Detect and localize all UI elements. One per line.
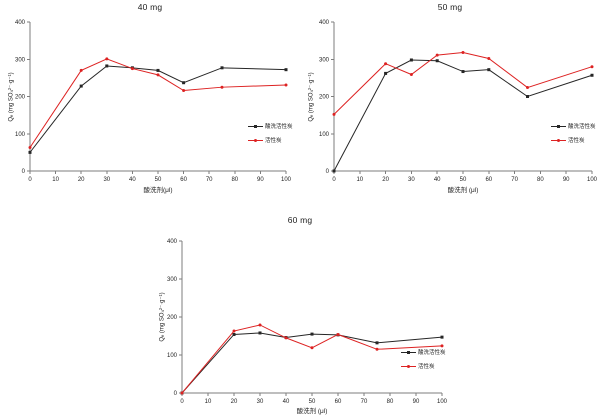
svg-text:100: 100 — [281, 177, 292, 183]
legend-item: 酸洗活性炭 — [248, 122, 293, 130]
svg-text:20: 20 — [382, 177, 389, 183]
svg-text:0: 0 — [180, 399, 184, 405]
svg-text:60: 60 — [485, 177, 492, 183]
svg-text:90: 90 — [257, 177, 264, 183]
svg-text:0: 0 — [174, 391, 178, 397]
svg-text:70: 70 — [206, 177, 213, 183]
svg-text:400: 400 — [15, 20, 26, 26]
svg-text:0: 0 — [332, 177, 336, 183]
legend-label: 活性炭 — [265, 138, 282, 144]
legend: 酸洗活性炭 活性炭 — [551, 122, 596, 144]
svg-text:30: 30 — [408, 177, 415, 183]
x-axis-label: 酸洗剂 (μl) — [447, 187, 479, 194]
svg-text:60: 60 — [335, 399, 342, 405]
svg-text:10: 10 — [356, 177, 363, 183]
series-line-marker-icon — [551, 137, 566, 144]
svg-text:40: 40 — [129, 177, 136, 183]
svg-text:40: 40 — [434, 177, 441, 183]
svg-text:100: 100 — [437, 399, 448, 405]
legend-label: 酸洗活性炭 — [265, 124, 293, 130]
svg-text:0: 0 — [22, 169, 26, 175]
svg-text:50: 50 — [155, 177, 162, 183]
legend: 酸洗活性炭 活性炭 — [401, 348, 446, 370]
svg-text:300: 300 — [15, 57, 26, 63]
svg-text:30: 30 — [103, 177, 110, 183]
legend-item: 酸洗活性炭 — [401, 348, 446, 356]
svg-text:80: 80 — [537, 177, 544, 183]
svg-text:90: 90 — [413, 399, 420, 405]
svg-text:200: 200 — [167, 315, 178, 321]
chart-title: 60 mg — [287, 215, 313, 225]
svg-text:200: 200 — [319, 95, 330, 101]
legend-item: 活性炭 — [551, 136, 596, 144]
legend-item: 活性炭 — [248, 136, 293, 144]
chart-40mg: 40 mg Qₑ (mg SO₄²⁻·g⁻¹) 0 10 20 30 40 50 60 70 8… — [0, 0, 300, 209]
svg-text:20: 20 — [78, 177, 85, 183]
legend-item: 酸洗活性炭 — [551, 122, 596, 130]
legend-label: 酸洗活性炭 — [568, 124, 596, 130]
svg-text:90: 90 — [563, 177, 570, 183]
plot-area: 0 10 20 30 40 50 60 70 80 90 100 0 100 200 300 400 — [15, 20, 292, 183]
svg-text:80: 80 — [387, 399, 394, 405]
legend-item: 活性炭 — [401, 362, 446, 370]
svg-text:30: 30 — [257, 399, 264, 405]
plot-area: 0 10 20 30 40 50 60 70 80 90 100 0 100 200 300 400 — [167, 239, 448, 405]
svg-text:100: 100 — [167, 353, 178, 359]
chart-50mg: 50 mg Qₑ (mg SO₄²⁻·g⁻¹) 0 10 20 30 40 50 60 70 8… — [300, 0, 600, 209]
svg-text:400: 400 — [319, 20, 330, 26]
chart-title: 50 mg — [437, 2, 463, 12]
svg-text:400: 400 — [167, 239, 178, 245]
svg-text:100: 100 — [15, 132, 26, 138]
svg-text:50: 50 — [309, 399, 316, 405]
svg-text:0: 0 — [28, 177, 32, 183]
svg-text:40: 40 — [283, 399, 290, 405]
svg-text:60: 60 — [180, 177, 187, 183]
chart-title: 40 mg — [137, 2, 163, 12]
x-axis-label: 酸洗剂(μl) — [143, 187, 173, 194]
x-axis-label: 酸洗剂 (μl) — [296, 408, 328, 415]
svg-text:80: 80 — [231, 177, 238, 183]
svg-text:10: 10 — [205, 399, 212, 405]
legend-label: 活性炭 — [418, 364, 435, 370]
svg-text:50: 50 — [460, 177, 467, 183]
svg-text:200: 200 — [15, 95, 26, 101]
chart-60mg: 60 mg Qₑ (mg SO₄²⁻·g⁻¹) 0 10 20 30 40 50 60 70 8… — [150, 209, 450, 418]
svg-text:300: 300 — [319, 57, 330, 63]
series-line-marker-icon — [248, 123, 263, 130]
series-line-marker-icon — [401, 349, 416, 356]
svg-text:70: 70 — [361, 399, 368, 405]
svg-text:100: 100 — [319, 132, 330, 138]
series-line-marker-icon — [551, 123, 566, 130]
svg-text:100: 100 — [587, 177, 598, 183]
svg-text:20: 20 — [231, 399, 238, 405]
svg-text:70: 70 — [511, 177, 518, 183]
svg-text:0: 0 — [326, 169, 330, 175]
legend-label: 酸洗活性炭 — [418, 350, 446, 356]
series-line-marker-icon — [248, 137, 263, 144]
legend-label: 活性炭 — [568, 138, 585, 144]
svg-text:300: 300 — [167, 277, 178, 283]
legend: 酸洗活性炭 活性炭 — [248, 122, 293, 144]
series-line-marker-icon — [401, 363, 416, 370]
svg-text:10: 10 — [52, 177, 59, 183]
plot-area: 0 10 20 30 40 50 60 70 80 90 100 0 100 200 300 400 — [319, 20, 598, 183]
